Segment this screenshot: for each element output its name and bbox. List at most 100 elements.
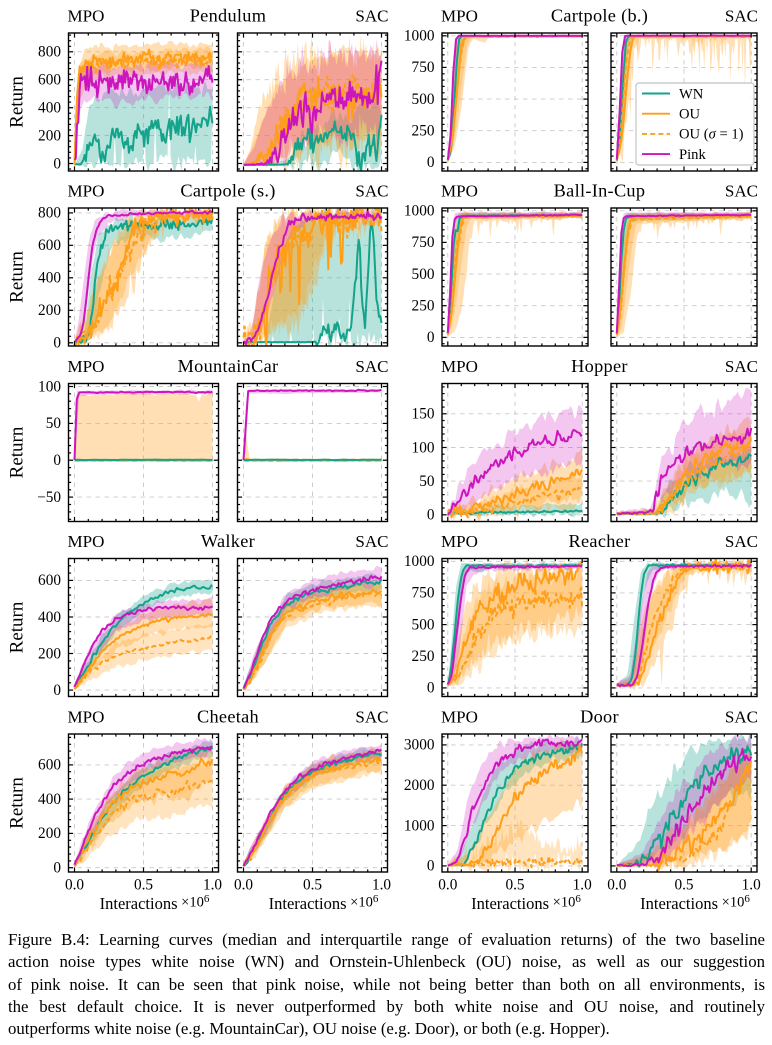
svg-text:1000: 1000 <box>404 553 435 570</box>
svg-text:750: 750 <box>412 59 435 76</box>
svg-text:Interactions ×106: Interactions ×106 <box>269 893 379 913</box>
svg-text:1.0: 1.0 <box>203 877 222 894</box>
svg-text:MPO: MPO <box>441 357 478 376</box>
svg-text:600: 600 <box>38 237 61 254</box>
svg-text:150: 150 <box>412 406 435 423</box>
svg-text:0: 0 <box>427 680 435 697</box>
svg-text:200: 200 <box>38 127 61 144</box>
svg-text:600: 600 <box>38 572 61 589</box>
svg-text:100: 100 <box>412 439 435 456</box>
svg-text:1.0: 1.0 <box>573 877 592 894</box>
svg-text:200: 200 <box>38 302 61 319</box>
svg-text:0: 0 <box>427 507 435 524</box>
svg-text:0: 0 <box>53 860 61 877</box>
svg-text:250: 250 <box>412 123 435 140</box>
svg-text:1.0: 1.0 <box>372 877 391 894</box>
svg-text:MountainCar: MountainCar <box>178 356 279 376</box>
svg-text:600: 600 <box>38 72 61 89</box>
svg-text:0.5: 0.5 <box>303 877 322 894</box>
svg-text:Reacher: Reacher <box>569 531 631 551</box>
svg-text:WN: WN <box>679 86 704 102</box>
svg-text:0.5: 0.5 <box>674 877 693 894</box>
svg-text:1000: 1000 <box>404 817 435 834</box>
svg-text:SAC: SAC <box>355 7 388 26</box>
svg-text:0: 0 <box>53 335 61 352</box>
svg-text:Interactions ×106: Interactions ×106 <box>640 893 750 913</box>
svg-text:750: 750 <box>412 585 435 602</box>
svg-text:Interactions ×106: Interactions ×106 <box>471 893 581 913</box>
svg-text:SAC: SAC <box>725 532 758 551</box>
svg-text:Return: Return <box>7 426 28 478</box>
svg-text:Return: Return <box>7 601 28 653</box>
svg-text:800: 800 <box>38 44 61 61</box>
svg-text:MPO: MPO <box>68 708 105 727</box>
svg-text:Cartpole (s.): Cartpole (s.) <box>180 181 275 202</box>
svg-text:SAC: SAC <box>725 708 758 727</box>
svg-text:50: 50 <box>419 473 435 490</box>
svg-text:SAC: SAC <box>725 182 758 201</box>
svg-text:SAC: SAC <box>355 708 388 727</box>
svg-text:SAC: SAC <box>355 532 388 551</box>
svg-text:MPO: MPO <box>68 182 105 201</box>
svg-text:Cheetah: Cheetah <box>197 707 259 727</box>
svg-text:OU: OU <box>679 107 701 123</box>
svg-text:Door: Door <box>580 707 619 727</box>
svg-text:0: 0 <box>53 452 61 469</box>
svg-text:1.0: 1.0 <box>742 877 761 894</box>
svg-text:MPO: MPO <box>68 7 105 26</box>
svg-text:0.0: 0.0 <box>234 877 253 894</box>
svg-text:0: 0 <box>53 682 61 699</box>
svg-text:1000: 1000 <box>404 28 435 45</box>
svg-text:SAC: SAC <box>355 182 388 201</box>
svg-text:SAC: SAC <box>355 357 388 376</box>
svg-text:Cartpole (b.): Cartpole (b.) <box>551 6 648 27</box>
svg-text:0.5: 0.5 <box>134 877 153 894</box>
svg-text:400: 400 <box>38 100 61 117</box>
svg-text:Walker: Walker <box>201 531 255 551</box>
svg-text:800: 800 <box>38 205 61 222</box>
svg-text:−50: −50 <box>37 489 61 506</box>
svg-text:MPO: MPO <box>441 532 478 551</box>
svg-text:Pendulum: Pendulum <box>190 6 267 26</box>
svg-text:0: 0 <box>427 154 435 171</box>
svg-text:Pink: Pink <box>679 147 706 163</box>
svg-text:100: 100 <box>38 378 61 395</box>
svg-text:500: 500 <box>412 91 435 108</box>
svg-text:400: 400 <box>38 270 61 287</box>
svg-text:SAC: SAC <box>725 7 758 26</box>
svg-text:0: 0 <box>427 858 435 875</box>
svg-text:200: 200 <box>38 645 61 662</box>
svg-text:Return: Return <box>7 251 28 303</box>
svg-text:0: 0 <box>53 155 61 172</box>
svg-text:600: 600 <box>38 757 61 774</box>
svg-text:Return: Return <box>7 777 28 829</box>
svg-text:250: 250 <box>412 298 435 315</box>
svg-text:Return: Return <box>7 76 28 128</box>
svg-text:2000: 2000 <box>404 777 435 794</box>
svg-text:MPO: MPO <box>441 7 478 26</box>
svg-text:500: 500 <box>412 616 435 633</box>
svg-text:OU (σ = 1): OU (σ = 1) <box>679 127 744 143</box>
svg-text:0.5: 0.5 <box>505 877 524 894</box>
svg-text:50: 50 <box>46 415 62 432</box>
svg-text:250: 250 <box>412 648 435 665</box>
svg-text:MPO: MPO <box>68 357 105 376</box>
svg-text:0: 0 <box>427 329 435 346</box>
svg-text:400: 400 <box>38 609 61 626</box>
svg-text:400: 400 <box>38 791 61 808</box>
svg-text:200: 200 <box>38 825 61 842</box>
svg-text:Interactions ×106: Interactions ×106 <box>100 893 210 913</box>
svg-text:MPO: MPO <box>68 532 105 551</box>
svg-text:0.0: 0.0 <box>65 877 84 894</box>
svg-text:1000: 1000 <box>404 203 435 220</box>
svg-text:0.0: 0.0 <box>438 877 457 894</box>
svg-text:500: 500 <box>412 266 435 283</box>
svg-text:SAC: SAC <box>725 357 758 376</box>
svg-text:Hopper: Hopper <box>571 356 628 376</box>
svg-text:3000: 3000 <box>404 737 435 754</box>
svg-text:0.0: 0.0 <box>607 877 626 894</box>
svg-text:MPO: MPO <box>441 708 478 727</box>
svg-text:Ball-In-Cup: Ball-In-Cup <box>554 181 646 201</box>
svg-text:750: 750 <box>412 234 435 251</box>
svg-text:MPO: MPO <box>441 182 478 201</box>
